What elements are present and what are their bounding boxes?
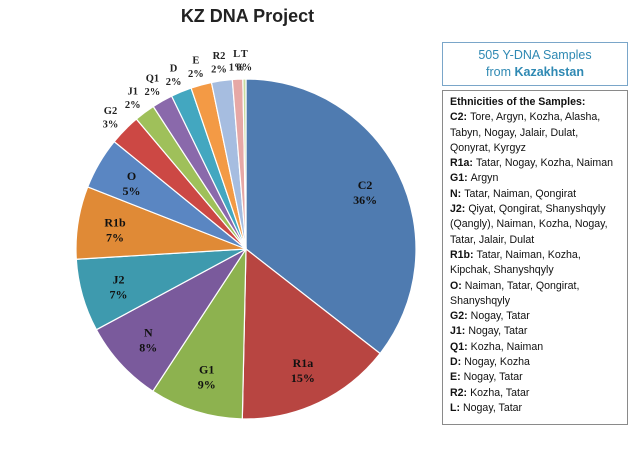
slice-label-n: N — [144, 326, 153, 340]
ethnicity-entry: N: Tatar, Naiman, Qongirat — [450, 187, 621, 202]
slice-label-r1a: R1a — [293, 356, 314, 370]
slice-percent-j2: 7% — [110, 287, 128, 301]
ethnicity-entry: E: Nogay, Tatar — [450, 370, 621, 385]
ethnicities-panel: Ethnicities of the Samples: C2: Tore, Arg… — [442, 90, 628, 425]
slice-label-j2: J2 — [113, 272, 125, 286]
ethnicity-entry: D: Nogay, Kozha — [450, 355, 621, 370]
slice-percent-r1a: 15% — [291, 371, 315, 385]
ethnicity-groups: Naiman, Tatar, Qongirat, Shanyshqyly — [450, 279, 580, 307]
slice-percent-g1: 9% — [198, 378, 216, 392]
ethnicity-entry: J1: Nogay, Tatar — [450, 324, 621, 339]
slice-label-d: D — [170, 63, 178, 74]
slice-percent-g2: 3% — [103, 119, 119, 130]
pie-slice-t — [242, 78, 247, 250]
slice-label-q1: Q1 — [146, 74, 159, 85]
ethnicity-haplogroup: G1: — [450, 172, 468, 185]
samples-summary-box: 505 Y-DNA Samples from Kazakhstan — [442, 42, 628, 86]
ethnicity-groups: Tatar, Nogay, Kozha, Naiman — [475, 157, 613, 170]
ethnicity-groups: Kozha, Naiman — [470, 340, 544, 353]
ethnicity-entry: C2: Tore, Argyn, Kozha, Alasha, Tabyn, No… — [450, 110, 621, 156]
ethnicity-groups: Tatar, Naiman, Qongirat — [464, 187, 577, 200]
ethnicity-groups: Kozha, Tatar — [470, 386, 530, 399]
slice-label-r1b: R1b — [104, 215, 126, 229]
ethnicity-groups: Tatar, Naiman, Kozha, Kipchak, Shanyshqy… — [450, 248, 581, 277]
ethnicity-haplogroup: R1a: — [450, 157, 473, 170]
pie-slice-r1a — [241, 247, 381, 420]
slice-percent-j1: 2% — [125, 100, 141, 111]
slice-percent-n: 8% — [139, 341, 157, 355]
pie-slice-g1 — [152, 246, 247, 420]
slice-percent-c2: 36% — [353, 193, 377, 207]
ethnicity-groups: Nogay, Tatar — [463, 371, 523, 384]
ethnicity-haplogroup: E: — [450, 371, 461, 384]
slice-percent-d: 2% — [166, 77, 182, 88]
ethnicity-haplogroup: L: — [450, 401, 460, 414]
pie-chart: C236%R1a15%G19%N8%J27%R1b7%O5%G23%J12%Q1… — [75, 49, 417, 420]
ethnicity-groups: Nogay, Tatar — [470, 310, 530, 323]
slice-percent-t: 0% — [236, 63, 252, 74]
slice-label-l: L — [233, 49, 240, 60]
ethnicity-groups: Nogay, Tatar — [468, 325, 528, 338]
slice-percent-r2: 2% — [211, 64, 227, 75]
slice-percent-e: 2% — [188, 69, 204, 80]
slice-label-c2: C2 — [358, 178, 373, 192]
ethnicity-groups: Qiyat, Qongirat, Shanyshqyly (Qangly), N… — [450, 203, 608, 246]
ethnicity-haplogroup: J2: — [450, 203, 466, 216]
slice-percent-o: 5% — [123, 184, 141, 198]
ethnicity-haplogroup: G2: — [450, 310, 468, 323]
ethnicity-haplogroup: R2: — [450, 386, 468, 399]
ethnicity-entry: G1: Argyn — [450, 171, 621, 186]
slice-percent-l: 1% — [229, 63, 245, 74]
ethnicity-entry: O: Naiman, Tatar, Qongirat, Shanyshqyly — [450, 279, 621, 310]
slice-label-t: T — [241, 49, 248, 60]
samples-origin-prefix: from — [486, 65, 515, 79]
ethnicity-entry: R2: Kozha, Tatar — [450, 386, 621, 401]
slice-label-e: E — [192, 56, 199, 67]
ethnicity-entry: R1a: Tatar, Nogay, Kozha, Naiman — [450, 156, 621, 171]
ethnicity-haplogroup: R1b: — [450, 248, 474, 261]
slice-percent-q1: 2% — [145, 87, 161, 98]
slice-label-o: O — [127, 169, 136, 183]
ethnicity-entry: L: Nogay, Tatar — [450, 401, 621, 416]
pie-slice-c2 — [245, 78, 417, 355]
slice-label-j1: J1 — [127, 87, 138, 98]
slice-label-g2: G2 — [104, 106, 117, 117]
ethnicity-groups: Nogay, Kozha — [464, 356, 530, 369]
ethnicity-entry: Q1: Kozha, Naiman — [450, 340, 621, 355]
ethnicity-groups: Tore, Argyn, Kozha, Alasha, Tabyn, Nogay… — [450, 111, 601, 154]
chart-title: KZ DNA Project — [180, 6, 315, 26]
ethnicity-entry: J2: Qiyat, Qongirat, Shanyshqyly (Qangly)… — [450, 202, 621, 248]
ethnicity-haplogroup: O: — [450, 279, 462, 292]
slice-label-r2: R2 — [213, 51, 226, 62]
samples-origin-country: Kazakhstan — [514, 65, 584, 79]
slice-percent-r1b: 7% — [106, 230, 124, 244]
ethnicity-haplogroup: D: — [450, 356, 462, 369]
ethnicity-haplogroup: Q1: — [450, 340, 468, 353]
ethnicities-heading: Ethnicities of the Samples: — [450, 96, 586, 108]
ethnicity-entry: G2: Nogay, Tatar — [450, 309, 621, 324]
samples-origin-label: from Kazakhstan — [443, 64, 627, 81]
ethnicity-haplogroup: J1: — [450, 325, 466, 338]
ethnicity-groups: Nogay, Tatar — [463, 401, 523, 414]
ethnicity-entry: R1b: Tatar, Naiman, Kozha, Kipchak, Shany… — [450, 248, 621, 279]
ethnicity-haplogroup: N: — [450, 187, 462, 200]
ethnicities-list: C2: Tore, Argyn, Kozha, Alasha, Tabyn, No… — [450, 110, 621, 416]
slice-label-g1: G1 — [199, 363, 214, 377]
ethnicity-haplogroup: C2: — [450, 111, 468, 124]
ethnicity-groups: Argyn — [470, 172, 499, 185]
samples-count-label: 505 Y-DNA Samples — [478, 48, 592, 62]
